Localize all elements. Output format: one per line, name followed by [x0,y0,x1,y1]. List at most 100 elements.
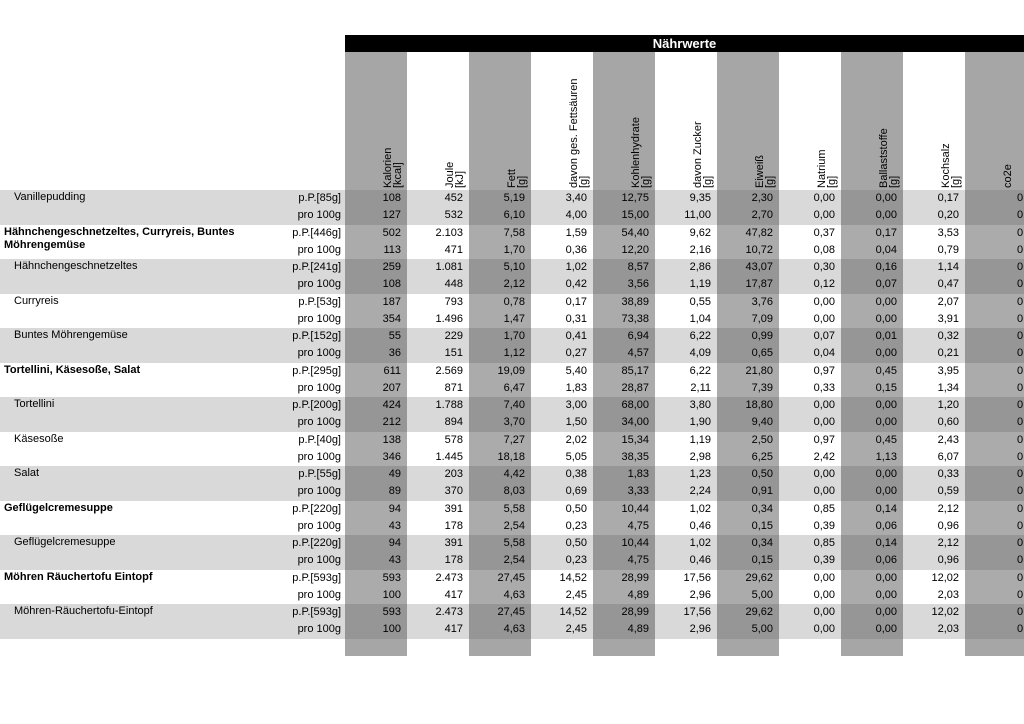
column-cell-band [593,500,655,535]
column-cell-band [593,328,655,363]
portion: pro 100g [297,347,341,360]
portion: pro 100g [297,554,341,567]
column-header: Kochsalz [g] [940,48,962,188]
column-cell-band [717,604,779,639]
portion: p.P.[446g] [292,226,341,239]
value: 212 [382,416,401,429]
value: 0,32 [937,330,959,342]
value: 0,69 [565,485,587,498]
value: 34,00 [621,416,649,429]
column-cell-band [345,500,407,535]
value: 0,46 [689,519,711,532]
value: 0,85 [813,537,835,549]
value: 2,30 [751,192,773,204]
meal-name: Geflügelcremesuppe [4,501,113,514]
column-foot [593,638,655,656]
value: 54,40 [621,226,649,239]
column-cell-band [345,431,407,466]
value: 94 [388,537,401,549]
column-name: Kochsalz [940,143,952,188]
column-cell-band [965,190,1024,225]
value: 14,52 [559,606,587,618]
value: 0,00 [813,571,835,584]
value: 1,70 [503,330,525,342]
value: 0,00 [875,606,897,618]
value: 43,07 [745,261,773,273]
column-foot [469,638,531,656]
value: 7,58 [503,226,525,239]
column-cell-band [469,569,531,604]
value: 0,85 [813,502,835,515]
value: 4,00 [565,209,587,222]
value: 532 [444,209,463,222]
value: 0 [1017,381,1024,394]
value: 0 [1017,554,1024,567]
column-cell-band [965,328,1024,363]
value: 0 [1017,295,1024,308]
portion: pro 100g [297,312,341,325]
value: 1,13 [875,450,897,463]
portion: pro 100g [297,416,341,429]
value: 1.081 [435,261,463,273]
value: 2,03 [937,588,959,601]
value: 2,86 [689,261,711,273]
component-name: Tortellini [14,398,55,410]
value: 38,89 [621,295,649,308]
value: 2,54 [503,519,525,532]
value: 0,14 [875,537,897,549]
value: 0,00 [875,416,897,429]
value: 9,62 [689,226,711,239]
value: 5,58 [503,502,525,515]
column-unit: [g] [764,175,776,188]
value: 0,00 [875,209,897,222]
column-cell-band [345,259,407,294]
value: 28,87 [621,381,649,394]
value: 18,18 [497,450,525,463]
value: 2,45 [565,588,587,601]
column-cell-band [469,293,531,328]
column-name: Joule [444,161,456,188]
portion: p.P.[241g] [292,261,341,273]
value: 259 [382,261,401,273]
value: 68,00 [621,399,649,411]
value: 29,62 [745,606,773,618]
value: 0,55 [689,295,711,308]
column-band [841,52,903,190]
column-cell-band [469,362,531,397]
value: 1,02 [689,502,711,515]
value: 0,06 [875,554,897,567]
value: 10,44 [621,502,649,515]
component-name: Curryreis [14,294,59,307]
portion: pro 100g [297,243,341,256]
column-cell-band [593,293,655,328]
value: 47,82 [745,226,773,239]
column-cell-band [841,190,903,225]
value: 1,19 [689,433,711,446]
column-header: davon Zucker [g] [692,48,714,188]
value: 2,24 [689,485,711,498]
value: 0 [1017,450,1024,463]
value: 0 [1017,347,1024,360]
value: 21,80 [745,364,773,377]
value: 1,04 [689,312,711,325]
value: 17,56 [683,606,711,618]
value: 12,75 [621,192,649,204]
column-header: Fett [g] [506,48,528,188]
value: 15,34 [621,433,649,446]
value: 0 [1017,571,1024,584]
value: 100 [382,588,401,601]
value: 5,40 [565,364,587,377]
value: 0,47 [937,278,959,291]
value: 94 [388,502,401,515]
column-cell-band [965,259,1024,294]
value: 2.103 [435,226,463,239]
column-cell-band [345,328,407,363]
value: 0,45 [875,433,897,446]
value: 0,00 [813,606,835,618]
value: 18,80 [745,399,773,411]
portion: pro 100g [297,278,341,291]
value: 0,65 [751,347,773,360]
portion: p.P.[220g] [292,537,341,549]
column-cell-band [469,500,531,535]
